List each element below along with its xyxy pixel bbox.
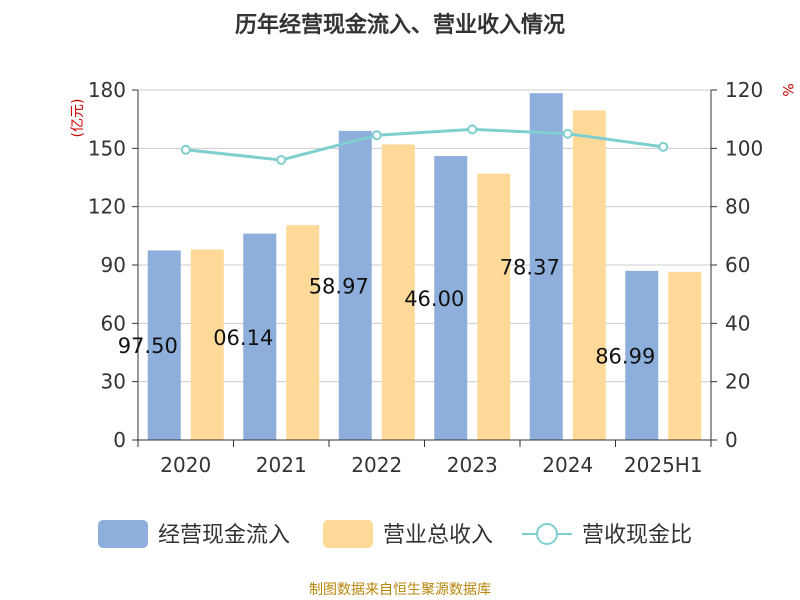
cash-inflow-data-label: 97.50 — [118, 334, 178, 358]
right-tick-label: 80 — [725, 195, 750, 219]
x-tick-label: 2022 — [351, 453, 402, 477]
revenue-bar — [572, 110, 606, 441]
cash-inflow-data-label: 78.37 — [500, 256, 560, 280]
cash-inflow-data-label: 58.97 — [309, 274, 369, 298]
left-tick-label: 120 — [88, 195, 126, 219]
x-tick-label: 2025H1 — [624, 453, 703, 477]
chart-title: 历年经营现金流入、营业收入情况 — [235, 12, 565, 38]
right-tick-label: 100 — [725, 136, 763, 160]
revenue-bar — [381, 144, 415, 440]
right-tick-label: 0 — [725, 428, 738, 452]
legend-marker — [536, 523, 558, 545]
left-tick-label: 60 — [101, 311, 126, 335]
bars-group — [147, 93, 702, 441]
axes-group: 0 30 60 90 120 150 180 0 20 40 60 80 100 120 2020 2021 2… — [88, 78, 763, 477]
ratio-point — [562, 128, 573, 139]
left-tick-label: 0 — [113, 428, 126, 452]
legend-label-2: 营收现金比 — [582, 523, 692, 548]
cash-inflow-bar — [147, 250, 181, 440]
ratio-point — [658, 141, 669, 152]
ratio-line-group — [180, 124, 669, 165]
right-tick-label: 40 — [725, 311, 750, 335]
ratio-point — [180, 144, 191, 155]
x-tick-label: 2023 — [447, 453, 498, 477]
ratio-line — [185, 127, 664, 162]
ratio-point — [371, 130, 382, 141]
right-tick-label: 60 — [725, 253, 750, 277]
legend-label-0: 经营现金流入 — [158, 523, 290, 548]
cash-inflow-bar — [243, 233, 277, 440]
revenue-bar — [668, 271, 702, 440]
right-tick-label: 120 — [725, 78, 763, 102]
left-axis-unit: (亿元) — [70, 99, 86, 138]
data-labels-group: 97.50 06.14 58.97 46.00 78.37 86.99 — [118, 256, 656, 369]
revenue-bar — [190, 249, 224, 440]
cash-inflow-bar — [338, 130, 372, 440]
left-tick-label: 180 — [88, 78, 126, 102]
cash-inflow-data-label: 06.14 — [213, 326, 273, 350]
right-axis-unit: % — [779, 83, 795, 96]
legend-label-1: 营业总收入 — [383, 523, 493, 548]
gridlines — [138, 89, 711, 383]
left-tick-label: 90 — [101, 253, 126, 277]
legend-swatch-0 — [98, 520, 148, 548]
cash-inflow-data-label: 86.99 — [595, 344, 655, 368]
cash-inflow-bar — [434, 156, 468, 440]
revenue-bar — [477, 173, 511, 440]
left-tick-label: 30 — [101, 370, 126, 394]
ratio-point — [276, 155, 287, 165]
cash-inflow-data-label: 46.00 — [404, 287, 464, 311]
x-tick-label: 2024 — [542, 453, 593, 477]
x-tick-label: 2021 — [256, 453, 307, 477]
cash-inflow-bar — [529, 93, 563, 441]
legend-swatch-1 — [323, 520, 373, 548]
x-tick-label: 2020 — [160, 453, 211, 477]
left-tick-label: 150 — [88, 136, 126, 160]
revenue-bar — [286, 225, 320, 440]
ratio-point — [467, 124, 478, 135]
source-note: 制图数据来自恒生聚源数据库 — [309, 582, 491, 598]
right-tick-label: 20 — [725, 370, 750, 394]
cash-inflow-bar — [625, 270, 659, 440]
legend: 经营现金流入 营业总收入 营收现金比 — [98, 520, 692, 548]
